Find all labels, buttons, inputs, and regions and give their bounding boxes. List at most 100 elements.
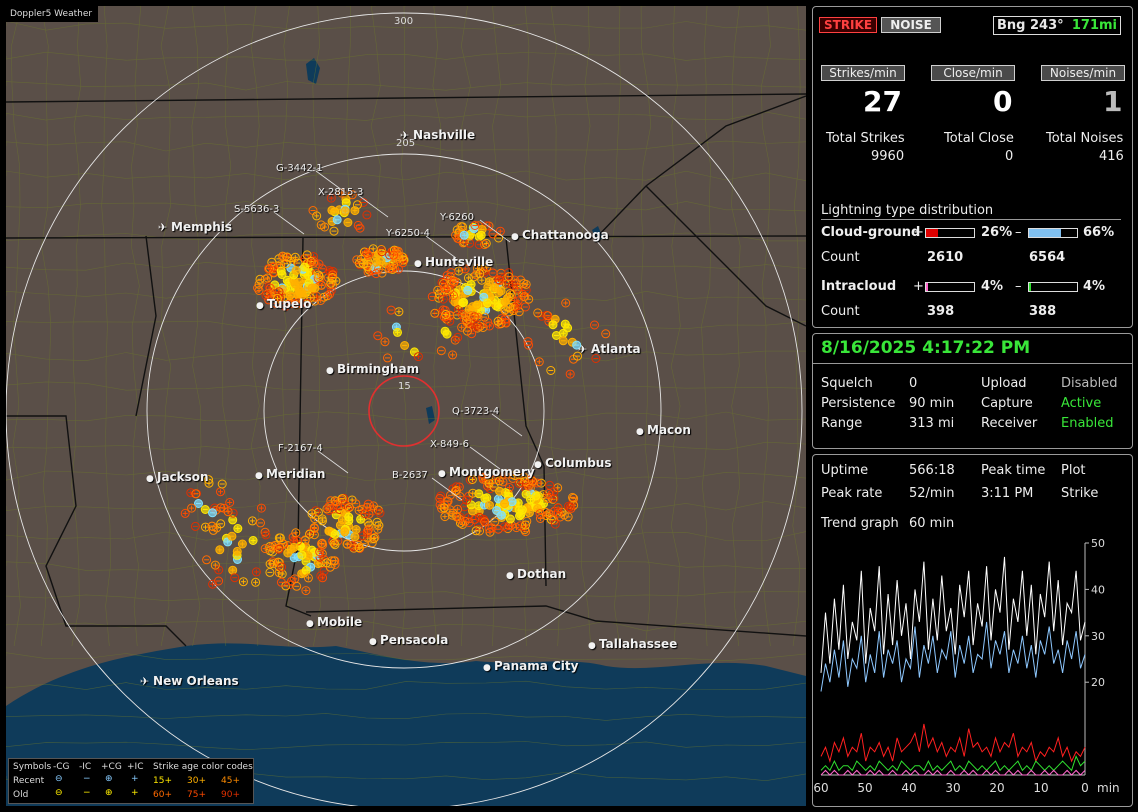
noise-button[interactable]: NOISE — [881, 17, 941, 33]
city-name: Jackson — [157, 470, 209, 484]
city-label: ● Columbus — [534, 456, 612, 472]
cg-minus-count: 6564 — [1029, 250, 1066, 265]
city-name: Meridian — [266, 467, 326, 481]
city-name: Chattanooga — [522, 228, 609, 242]
strike-marker — [186, 488, 196, 498]
strike-marker — [190, 521, 200, 531]
city-name: Mobile — [317, 615, 363, 629]
county-line — [6, 111, 806, 121]
legend-age-60: 60+ — [153, 790, 172, 800]
county-line — [101, 6, 111, 647]
strike-marker — [303, 573, 313, 583]
city-name: Tupelo — [267, 297, 312, 311]
strike-marker — [513, 283, 522, 293]
strike-marker — [322, 558, 332, 568]
strike-marker — [488, 268, 498, 278]
storm-track-label: Y-6250-4 — [386, 228, 430, 239]
strike-marker — [287, 576, 296, 586]
noises-per-min-button[interactable]: Noises/min — [1041, 65, 1125, 81]
capture-value[interactable]: Active — [1061, 396, 1102, 411]
strike-marker — [548, 320, 558, 330]
strike-marker — [327, 205, 337, 215]
strike-marker — [498, 477, 508, 487]
county-line — [6, 680, 806, 691]
legend-old-plus-cg-icon: ⊕ — [105, 788, 113, 798]
strike-marker — [301, 586, 311, 596]
strike-marker — [440, 512, 450, 522]
strike-marker — [354, 543, 364, 553]
receiver-label: Receiver — [981, 416, 1038, 431]
lightning-map[interactable]: Doppler5 Weather ✈ Nashville ✈ Memphis ● C… — [6, 6, 806, 806]
strike-marker — [337, 494, 347, 504]
cg-minus-pct: 66% — [1083, 225, 1115, 240]
strike-marker — [210, 560, 220, 570]
persistence-label: Persistence — [821, 396, 896, 411]
strike-marker — [264, 295, 274, 305]
strike-marker — [347, 190, 357, 200]
map-canvas[interactable] — [6, 6, 806, 806]
city-name: Panama City — [494, 659, 579, 673]
city-name: Atlanta — [591, 342, 641, 356]
trend-value[interactable]: 60 min — [909, 516, 955, 531]
strike-marker — [533, 504, 543, 513]
strike-marker — [216, 487, 225, 497]
peak-time-label: Peak time — [981, 463, 1046, 478]
legend-minus-cg: -CG — [53, 762, 70, 772]
strike-marker — [276, 577, 286, 587]
squelch-value[interactable]: 0 — [909, 376, 918, 391]
persistence-value[interactable]: 90 min — [909, 396, 955, 411]
strike-marker — [493, 524, 503, 534]
strike-marker — [360, 509, 370, 519]
receiver-value[interactable]: Enabled — [1061, 416, 1114, 431]
x-tick-label: 10 — [1033, 781, 1048, 795]
strike-marker — [470, 221, 480, 230]
cg-plus-count: 2610 — [927, 250, 964, 265]
strike-marker — [590, 320, 599, 330]
cg-plus-pct: 26% — [981, 225, 1013, 240]
total-noises-label: Total Noises — [1046, 131, 1124, 146]
storm-track-line — [469, 446, 501, 470]
close-per-min-button[interactable]: Close/min — [931, 65, 1015, 81]
legend-recent-plus-cg-icon: ⊕ — [105, 774, 113, 784]
ic-plus-pct: 4% — [981, 279, 1004, 294]
strike-marker — [307, 509, 317, 519]
strike-marker — [563, 512, 573, 522]
strike-marker — [517, 505, 527, 515]
storm-track-label: Q-3723-4 — [452, 406, 500, 417]
city-dot-icon: ● — [326, 366, 337, 376]
legend-age-30: 30+ — [187, 776, 206, 786]
strike-marker — [223, 507, 233, 517]
strike-marker — [373, 331, 383, 341]
peak-time-value: 3:11 PM — [981, 486, 1034, 501]
strike-marker — [247, 516, 257, 526]
city-dot-icon: ● — [414, 259, 425, 269]
county-line — [611, 6, 621, 647]
strike-marker — [462, 495, 471, 505]
strike-marker — [480, 240, 490, 250]
ic-count-label: Count — [821, 304, 860, 319]
range-value[interactable]: 313 mi — [909, 416, 955, 431]
legend-age-45: 45+ — [221, 776, 240, 786]
range-ring-middle — [146, 153, 662, 669]
strike-marker — [449, 277, 459, 287]
legend-age-label: Strike age color codes — [153, 762, 253, 772]
strike-marker — [544, 509, 554, 519]
strike-marker — [386, 305, 396, 315]
peak-rate-value: 52/min — [909, 486, 955, 501]
strike-marker — [524, 340, 533, 350]
strike-marker — [455, 514, 465, 524]
cg-plus-bar-fill — [926, 229, 939, 237]
strike-marker — [503, 469, 513, 479]
settings-panel: 8/16/2025 4:17:22 PM Squelch 0 Upload Di… — [812, 333, 1133, 449]
plot-value[interactable]: Strike — [1061, 486, 1099, 501]
strike-marker — [573, 351, 582, 361]
strike-marker — [318, 516, 327, 526]
strike-marker — [362, 502, 372, 512]
strike-button[interactable]: STRIKE — [819, 17, 877, 33]
strike-marker — [371, 269, 381, 279]
city-label: ● Montgomery — [438, 465, 535, 481]
upload-value[interactable]: Disabled — [1061, 376, 1118, 391]
settings-divider — [813, 363, 1132, 364]
strikes-per-min-button[interactable]: Strikes/min — [821, 65, 905, 81]
county-line — [6, 531, 806, 541]
